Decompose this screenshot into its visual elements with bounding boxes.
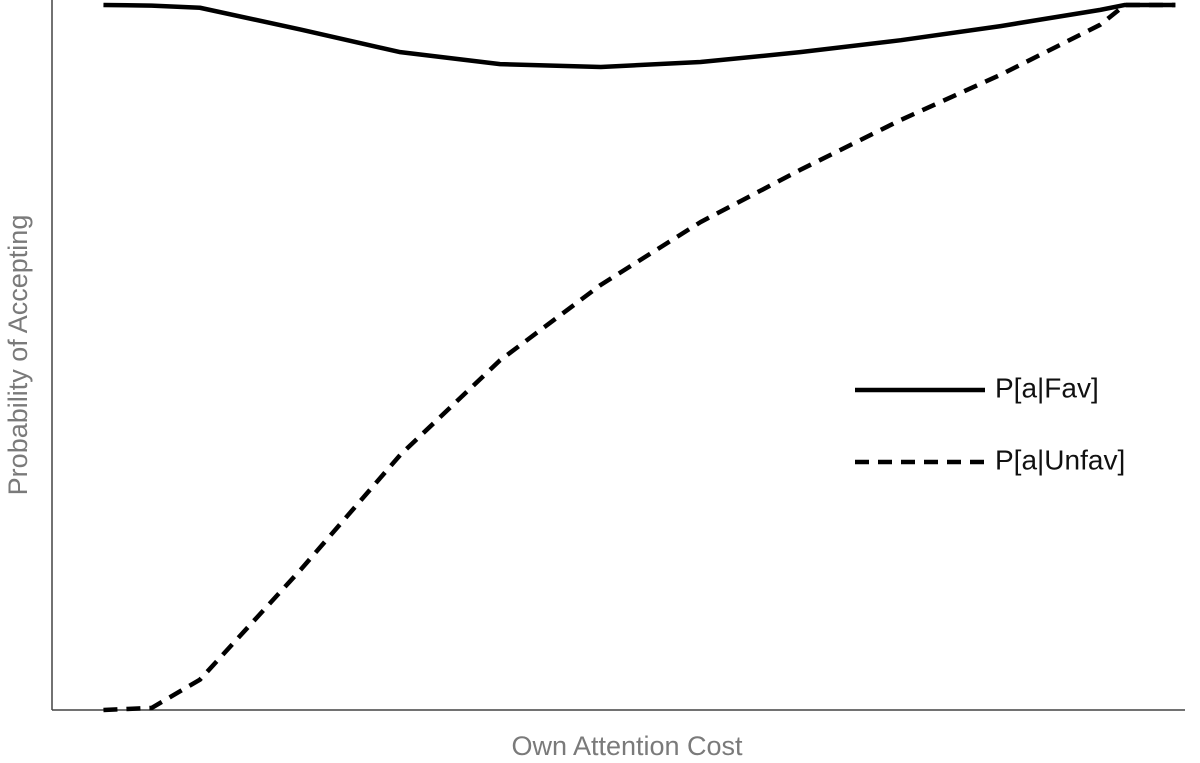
y-axis-title: Probability of Accepting (3, 215, 33, 496)
legend-label: P[a|Unfav] (995, 444, 1125, 475)
legend-label: P[a|Fav] (995, 372, 1099, 403)
x-axis-title: Own Attention Cost (511, 731, 743, 761)
series-line (103, 2, 1176, 70)
series-line (103, 2, 1176, 713)
